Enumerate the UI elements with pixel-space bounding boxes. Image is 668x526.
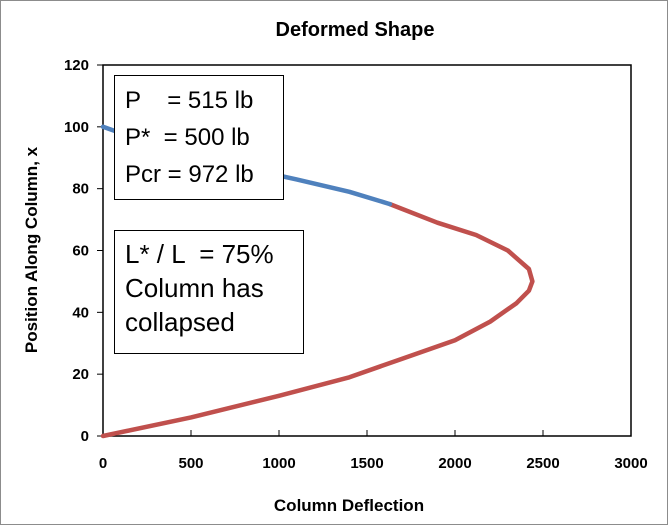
annotation-status-line2: collapsed: [125, 307, 235, 337]
annotation-status-line1: Column has: [125, 273, 264, 303]
y-tick-label: 40: [72, 304, 89, 321]
y-tick-label: 0: [81, 428, 89, 445]
y-tick-label: 100: [64, 119, 89, 136]
annotation-p: P = 515 lb: [125, 87, 254, 114]
collapse-info-box: L* / L = 75% Column has collapsed: [114, 230, 304, 354]
x-tick-label: 1500: [350, 455, 383, 472]
x-tick-label: 1000: [262, 455, 295, 472]
x-tick-label: 3000: [614, 455, 647, 472]
y-tick-label: 20: [72, 366, 89, 383]
x-axis: 0 500 1000 1500 2000 2500 3000: [99, 430, 648, 472]
y-tick-label: 120: [64, 57, 89, 74]
x-tick-label: 0: [99, 455, 107, 472]
x-tick-label: 2000: [438, 455, 471, 472]
x-axis-label: Column Deflection: [274, 496, 424, 515]
chart-title: Deformed Shape: [276, 19, 435, 41]
y-tick-label: 80: [72, 181, 89, 198]
series-line-1: [100, 201, 535, 439]
y-tick-label: 60: [72, 243, 89, 260]
annotation-p-star: P* = 500 lb: [125, 124, 250, 151]
y-axis-label: Position Along Column, x: [22, 146, 41, 353]
x-tick-label: 500: [178, 455, 203, 472]
y-axis: 0 20 40 60 80 100 120: [64, 57, 103, 445]
annotation-ratio: L* / L = 75%: [125, 239, 274, 269]
x-tick-label: 2500: [526, 455, 559, 472]
load-info-box: P = 515 lb P* = 500 lb Pcr = 972 lb: [114, 75, 284, 200]
annotation-pcr: Pcr = 972 lb: [125, 161, 254, 188]
